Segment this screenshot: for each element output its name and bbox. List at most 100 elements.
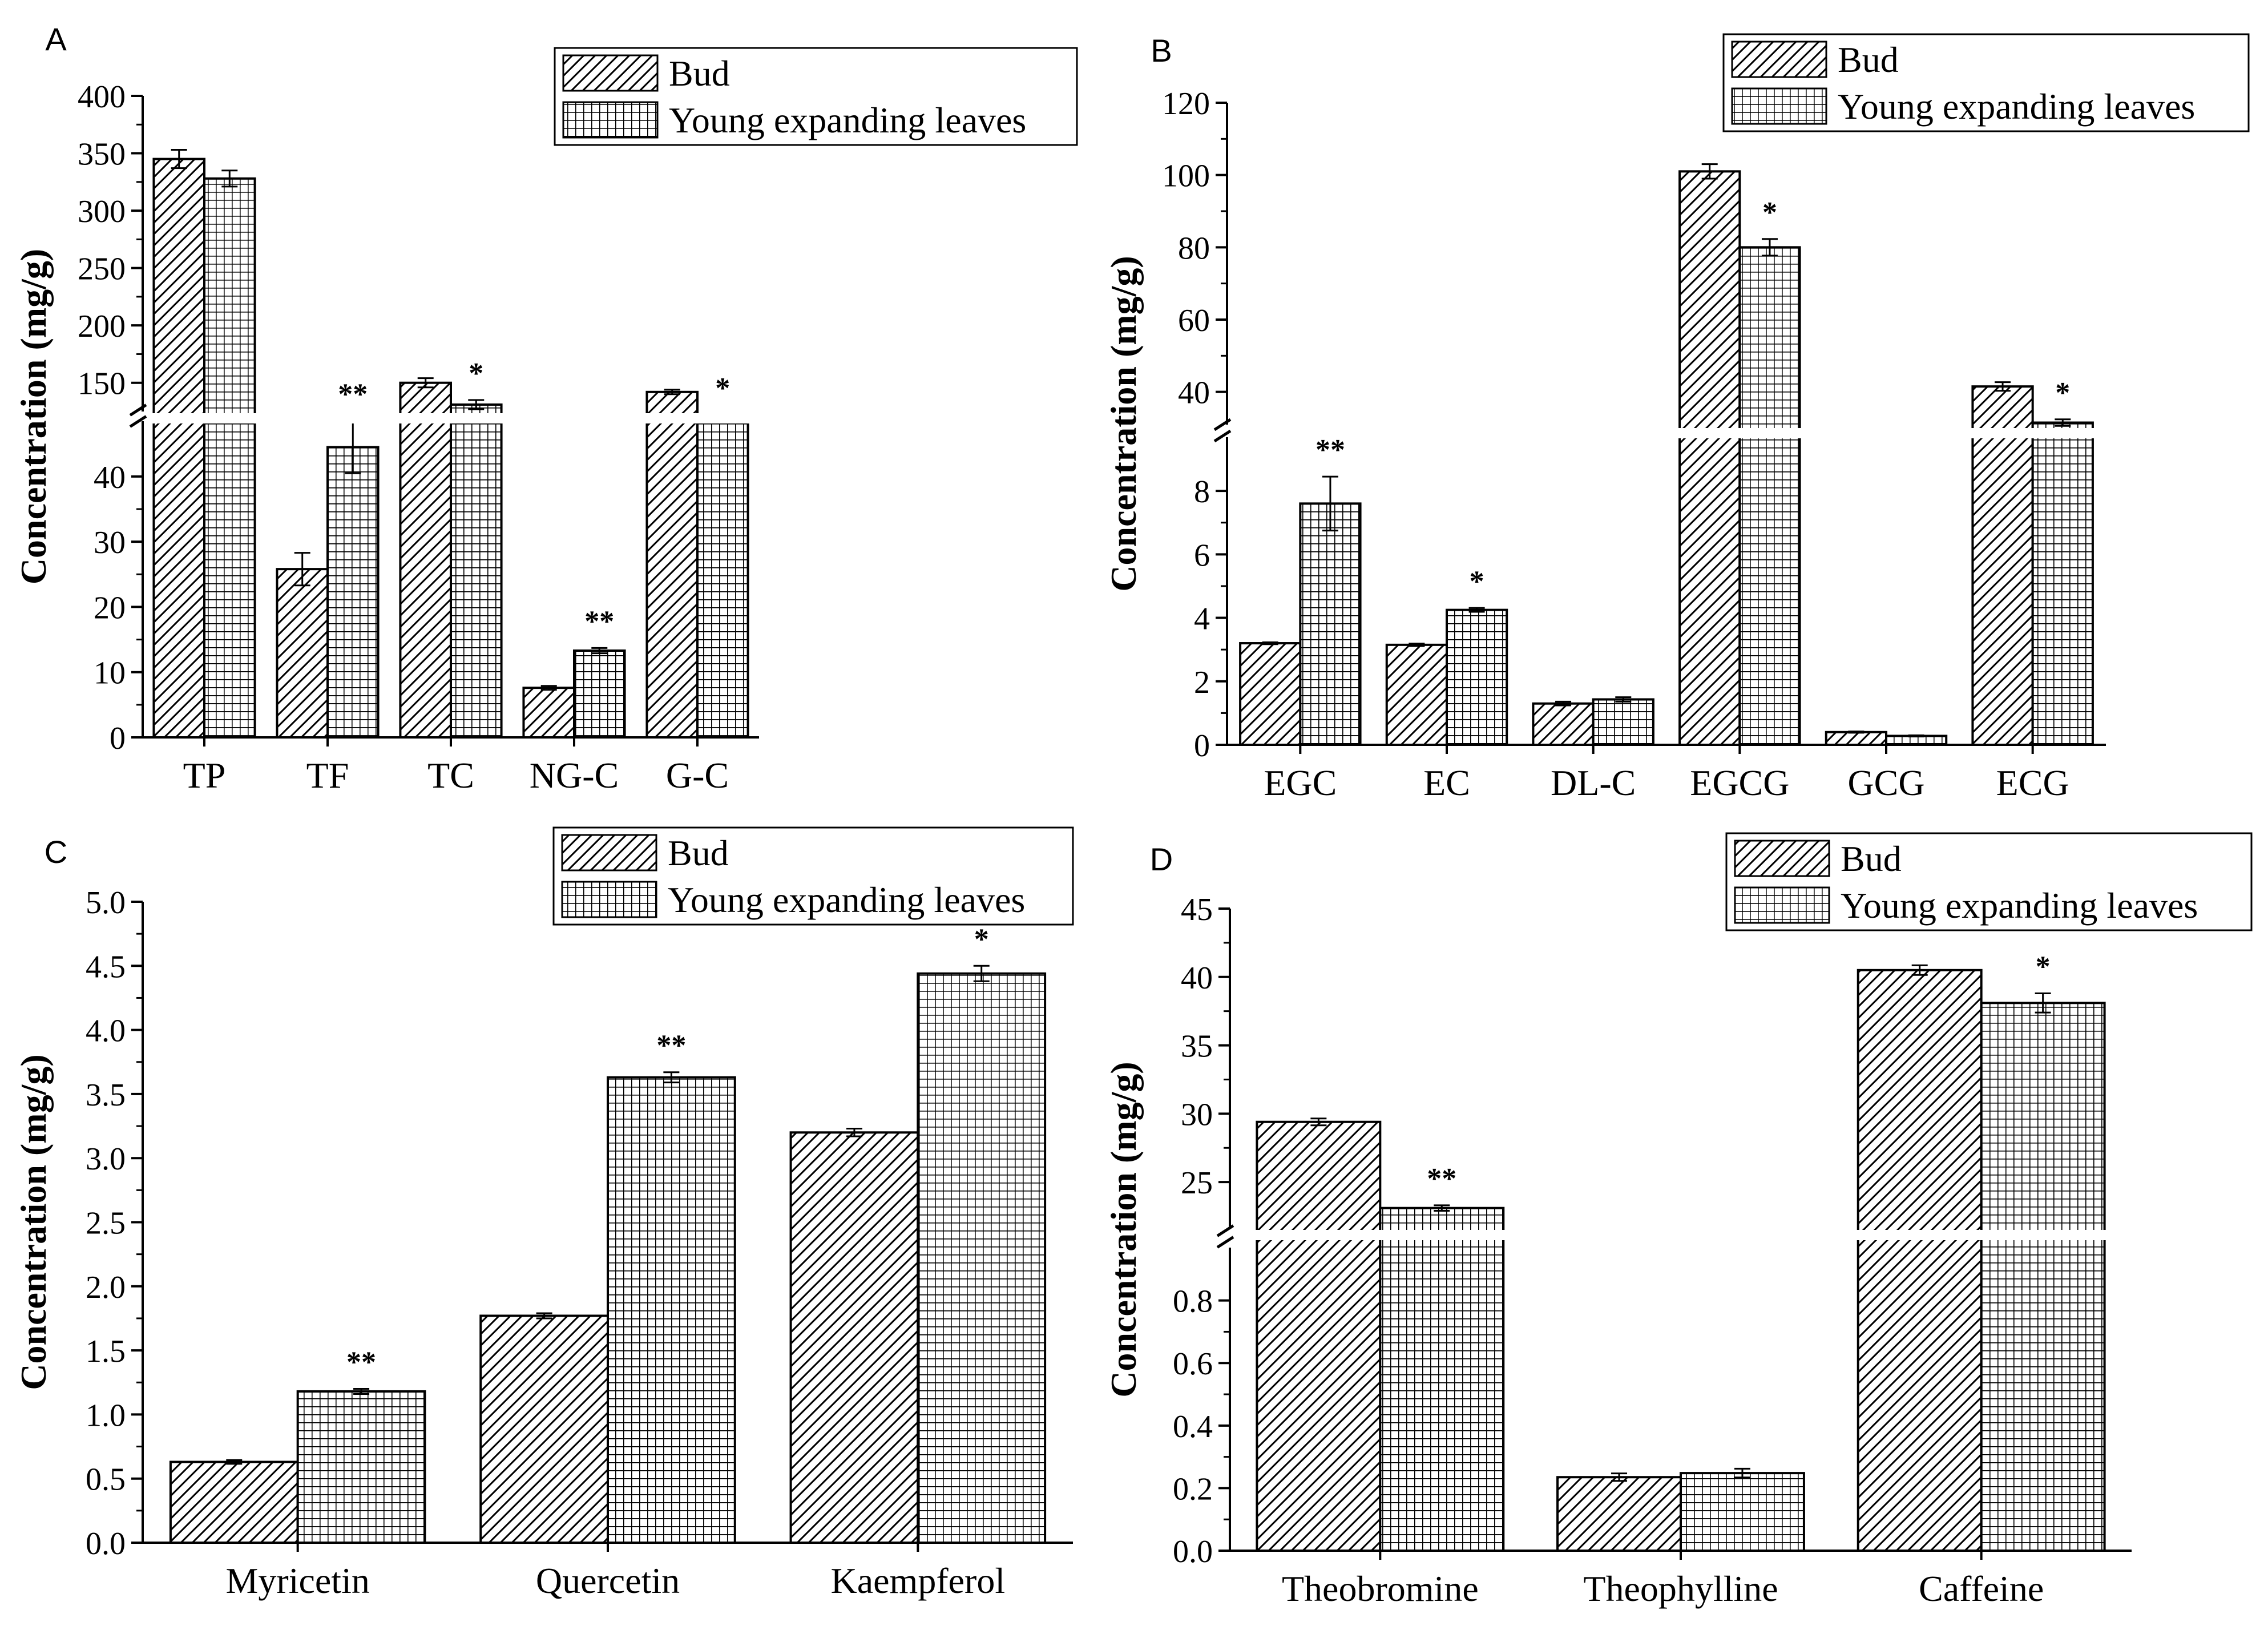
x-tick-label: EC bbox=[1423, 762, 1470, 803]
y-tick-label: 40 bbox=[1181, 961, 1213, 996]
bar-dl-c-young bbox=[1592, 698, 1654, 746]
x-tick-label: GCG bbox=[1847, 762, 1924, 803]
error-bar bbox=[294, 552, 310, 587]
x-tick-label: DL-C bbox=[1551, 762, 1636, 803]
legend: Bud Young expanding leaves bbox=[1722, 33, 2250, 132]
significance-marker: * bbox=[1470, 565, 1484, 598]
y-tick-label: 8 bbox=[1194, 474, 1210, 510]
bar-caffeine-young bbox=[1980, 1002, 2106, 1552]
error-bar bbox=[1848, 731, 1865, 734]
significance-marker: ** bbox=[1427, 1163, 1456, 1195]
error-bar bbox=[1322, 475, 1338, 532]
bar-egcg-bud bbox=[1678, 170, 1741, 747]
error-bar bbox=[1761, 238, 1778, 257]
bar-ec-bud bbox=[1385, 643, 1448, 746]
significance-marker: * bbox=[974, 923, 989, 955]
legend-label-young: Young expanding leaves bbox=[1838, 86, 2195, 127]
y-tick-label: 1.5 bbox=[86, 1334, 126, 1369]
y-tick-label: 6 bbox=[1194, 538, 1210, 573]
error-bar bbox=[2035, 992, 2051, 1014]
significance-marker: * bbox=[2036, 951, 2051, 983]
error-bar bbox=[591, 647, 608, 655]
legend-swatch-bud bbox=[1734, 840, 1830, 877]
bar-theobromine-young bbox=[1379, 1207, 1505, 1552]
axis-break-mark bbox=[129, 404, 147, 428]
y-tick-label: 30 bbox=[94, 525, 126, 560]
bar-ec-young bbox=[1446, 608, 1508, 746]
legend-swatch-bud bbox=[561, 834, 657, 871]
bar-tc-bud bbox=[399, 381, 452, 739]
x-tick-label: EGC bbox=[1264, 762, 1337, 803]
significance-marker: * bbox=[1762, 196, 1777, 229]
y-tick-label: 4 bbox=[1194, 602, 1210, 637]
panel-label: C bbox=[45, 834, 67, 870]
error-bar bbox=[1555, 700, 1572, 707]
y-tick-label: 10 bbox=[94, 656, 126, 691]
y-tick-label: 0.4 bbox=[1173, 1409, 1213, 1445]
y-tick-label: 80 bbox=[1178, 231, 1210, 266]
error-bar bbox=[1262, 641, 1278, 645]
axis-break-mark bbox=[1216, 1224, 1234, 1249]
error-bar bbox=[1310, 1117, 1327, 1127]
x-tick-label: TP bbox=[183, 755, 226, 796]
error-bar bbox=[846, 1128, 862, 1137]
bar-myricetin-bud bbox=[169, 1460, 299, 1544]
y-tick-label: 0.0 bbox=[86, 1526, 126, 1562]
x-tick-label: Theophylline bbox=[1583, 1568, 1778, 1609]
bar-myricetin-young bbox=[296, 1390, 426, 1544]
bar-ng-c-young bbox=[573, 649, 626, 739]
y-axis-title: Concentration (mg/g) bbox=[1103, 1062, 1144, 1397]
error-bar bbox=[1409, 643, 1425, 647]
significance-marker: ** bbox=[346, 1346, 376, 1378]
bar-theophylline-young bbox=[1680, 1472, 1805, 1552]
x-tick-label: Myricetin bbox=[225, 1560, 369, 1601]
legend: Bud Young expanding leaves bbox=[552, 826, 1074, 926]
bar-egc-bud bbox=[1239, 642, 1302, 746]
significance-marker: ** bbox=[338, 378, 368, 411]
panel-a: A TP ** TF * TC ** NG-C * G-C 0 10 20 30 40 150 200 250 30… bbox=[13, 21, 1078, 796]
significance-marker: ** bbox=[1315, 434, 1345, 466]
axis-break-mark bbox=[1213, 418, 1232, 443]
error-bar bbox=[417, 377, 434, 389]
y-tick-label: 2.5 bbox=[86, 1206, 126, 1241]
bar-tc-young bbox=[450, 403, 503, 739]
significance-marker: * bbox=[2055, 377, 2070, 409]
legend-swatch-bud bbox=[562, 54, 659, 92]
panel-c: C ** Myricetin ** Quercetin * Kaempferol 0.0 0.5… bbox=[13, 826, 1074, 1601]
error-bar bbox=[1995, 381, 2011, 392]
y-tick-label: 45 bbox=[1181, 892, 1213, 927]
bar-g-c-bud bbox=[645, 390, 699, 739]
legend-label-young: Young expanding leaves bbox=[1841, 885, 2198, 926]
legend-swatch-young bbox=[1731, 87, 1827, 125]
error-bar bbox=[221, 170, 238, 188]
bar-kaempferol-bud bbox=[789, 1131, 919, 1544]
x-tick-label: Caffeine bbox=[1919, 1568, 2044, 1609]
error-bar bbox=[2055, 418, 2071, 427]
bar-kaempferol-young bbox=[917, 972, 1047, 1544]
bar-gcg-bud bbox=[1825, 731, 1887, 747]
panel-label: D bbox=[1150, 841, 1173, 877]
y-tick-label: 4.0 bbox=[86, 1014, 126, 1049]
significance-marker: * bbox=[469, 357, 483, 390]
error-bar bbox=[468, 399, 485, 410]
y-tick-label: 3.5 bbox=[86, 1078, 126, 1113]
legend-swatch-young bbox=[561, 881, 657, 918]
error-bar bbox=[1434, 1204, 1450, 1212]
y-tick-label: 400 bbox=[78, 79, 126, 115]
error-bar bbox=[1911, 964, 1928, 976]
y-axis-title: Concentration (mg/g) bbox=[13, 1054, 54, 1390]
y-tick-label: 60 bbox=[1178, 303, 1210, 338]
panel-label: A bbox=[45, 21, 67, 57]
y-tick-label: 25 bbox=[1181, 1165, 1213, 1201]
legend-label-bud: Bud bbox=[1838, 39, 1899, 80]
y-axis-title: Concentration (mg/g) bbox=[1103, 256, 1144, 591]
y-tick-label: 5.0 bbox=[86, 885, 126, 921]
x-tick-label: Kaempferol bbox=[831, 1560, 1006, 1601]
legend-swatch-young bbox=[562, 101, 659, 139]
y-tick-label: 100 bbox=[1162, 159, 1210, 194]
legend-label-bud: Bud bbox=[669, 53, 730, 94]
y-tick-label: 40 bbox=[94, 460, 126, 495]
y-tick-label: 40 bbox=[1178, 376, 1210, 411]
y-tick-label: 4.5 bbox=[86, 949, 126, 985]
bar-ecg-young bbox=[2031, 421, 2094, 746]
